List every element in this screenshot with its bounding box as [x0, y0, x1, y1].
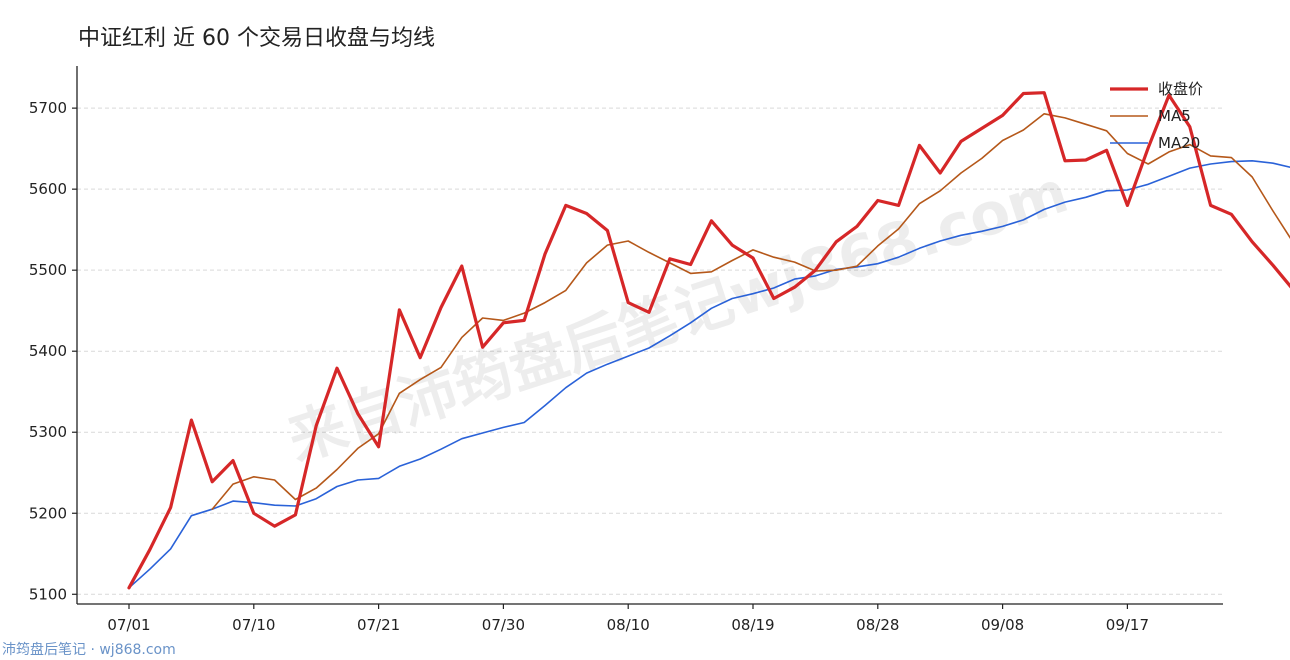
- x-tick-label: 08/28: [856, 616, 899, 634]
- y-tick-label: 5200: [29, 504, 67, 522]
- x-tick-label: 08/19: [731, 616, 774, 634]
- y-tick-label: 5600: [29, 180, 67, 198]
- y-tick-label: 5500: [29, 261, 67, 279]
- y-tick-label: 5100: [29, 585, 67, 603]
- grid: [77, 107, 1223, 595]
- x-tick-label: 07/30: [482, 616, 525, 634]
- x-tick-label: 09/08: [981, 616, 1024, 634]
- y-axis-ticks: 5100 5200 5300 5400 5500 5600 5700: [29, 99, 77, 603]
- ma20-line: [128, 160, 1290, 589]
- x-tick-label: 07/01: [107, 616, 150, 634]
- x-tick-label: 08/10: [607, 616, 650, 634]
- x-tick-label: 07/21: [357, 616, 400, 634]
- legend-label: MA5: [1158, 107, 1191, 125]
- series-lines: [127, 91, 1290, 590]
- x-axis-ticks: 07/01 07/10 07/21 07/30 08/10 08/19 08/28 09/08…: [107, 604, 1149, 634]
- footer-text: 沛筠盘后笔记 · wj868.com: [2, 641, 176, 658]
- y-tick-label: 5400: [29, 342, 67, 360]
- chart-title: 中证红利 近 60 个交易日收盘与均线: [78, 26, 435, 51]
- y-tick-label: 5300: [29, 423, 67, 441]
- close-price-line: [127, 91, 1290, 590]
- axes: [76, 66, 1223, 605]
- ma5-line: [211, 113, 1290, 510]
- y-tick-label: 5700: [29, 99, 67, 117]
- legend-label: MA20: [1158, 134, 1200, 152]
- x-tick-label: 09/17: [1106, 616, 1149, 634]
- legend: 收盘价 MA5 MA20: [1110, 80, 1203, 152]
- x-tick-label: 07/10: [232, 616, 275, 634]
- legend-label: 收盘价: [1158, 80, 1203, 98]
